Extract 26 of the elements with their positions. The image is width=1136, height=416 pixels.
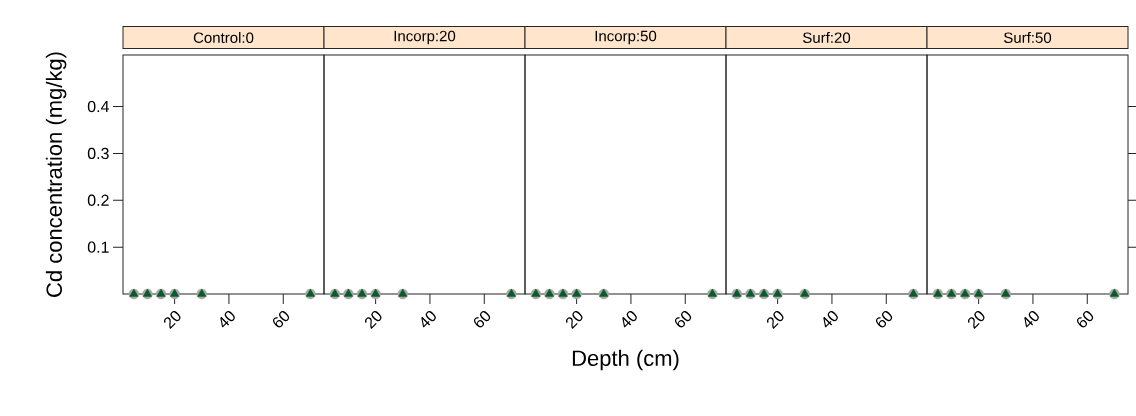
y-tick-label: 0.2 (87, 194, 109, 206)
x-tick-label: 60 (675, 311, 692, 328)
x-tick-label: 60 (1077, 311, 1094, 328)
x-tick-label: 40 (823, 311, 838, 328)
chart-title: Surf:50 (1004, 32, 1052, 43)
x-tick-label: 20 (364, 311, 382, 329)
y-axis-title: Cd concentration (mg/kg) (45, 52, 67, 297)
y-tick-label: 0.3 (87, 147, 109, 160)
y-tick-label: 0.1 (87, 241, 109, 253)
chart-title: Control:0 (193, 32, 254, 44)
x-tick-label: 20 (766, 311, 784, 329)
x-tick-label: 60 (474, 311, 491, 328)
x-tick-label: 40 (622, 311, 637, 328)
x-tick-label: 20 (565, 311, 583, 329)
chart-title: Surf:20 (803, 32, 851, 43)
y-tick-label: 0.4 (87, 100, 109, 113)
x-tick-label: 20 (967, 311, 985, 329)
chart-title: Incorp:20 (394, 30, 456, 45)
x-tick-label: 20 (163, 311, 181, 329)
x-axis-title: Depth (cm) (572, 349, 679, 371)
x-tick-label: 60 (272, 311, 290, 328)
x-tick-label: 40 (421, 311, 436, 328)
x-tick-label: 40 (1024, 311, 1039, 328)
chart-title: Incorp:50 (595, 30, 657, 45)
x-tick-label: 60 (876, 311, 893, 328)
x-tick-label: 40 (220, 311, 235, 328)
